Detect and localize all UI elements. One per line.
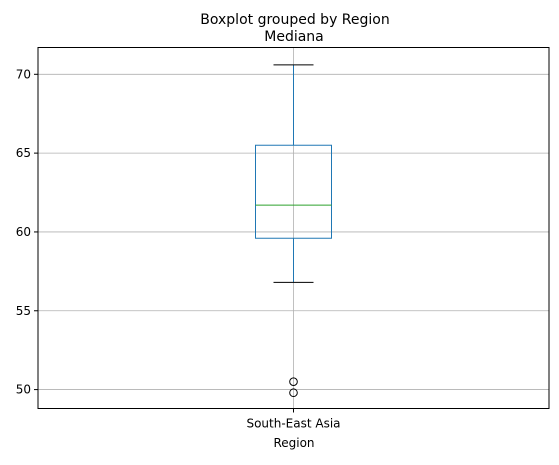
x-axis-label: Region: [273, 436, 314, 450]
plot-layer: [255, 64, 332, 398]
chart-title: Mediana: [264, 29, 324, 45]
chart-suptitle: Boxplot grouped by Region: [200, 12, 389, 28]
y-tick-label: 60: [16, 225, 31, 239]
x-tick-label: South-East Asia: [246, 417, 340, 431]
y-tick-label: 55: [16, 304, 31, 318]
outlier-point: [289, 377, 298, 387]
y-tick-label: 70: [16, 67, 31, 81]
y-tick-label: 50: [16, 383, 31, 397]
outlier-point: [289, 388, 298, 398]
tick-layer: 50 55 60 65 70 South-East Asia: [16, 67, 341, 430]
y-tick-label: 65: [16, 146, 31, 160]
iqr-box: [255, 144, 332, 239]
